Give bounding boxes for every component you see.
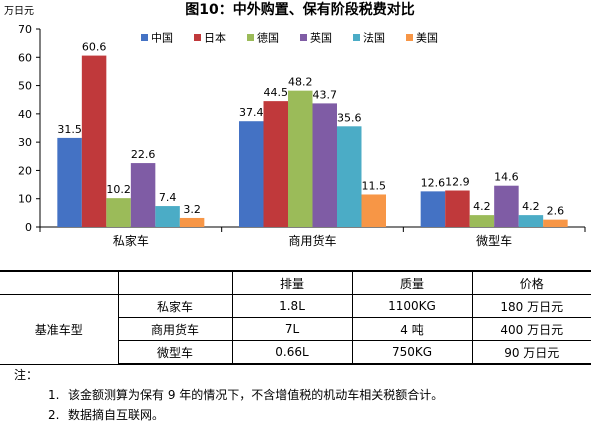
- y-tick-label: 50: [18, 80, 32, 93]
- legend-swatch: [194, 34, 201, 41]
- displacement-cell: 1.8L: [231, 294, 353, 318]
- data-label: 14.6: [494, 171, 519, 184]
- table-header-displacement: 排量: [231, 270, 353, 295]
- data-label: 37.4: [239, 106, 264, 119]
- data-label: 12.9: [445, 176, 470, 189]
- data-label: 3.2: [183, 203, 201, 216]
- data-label: 31.5: [57, 123, 82, 136]
- bar: [361, 194, 386, 227]
- y-tick-label: 30: [18, 136, 32, 149]
- y-tick-label: 0: [25, 221, 32, 234]
- y-axis: 0 10 20 30 40 50 60 70: [18, 23, 41, 234]
- data-label: 7.4: [159, 191, 177, 204]
- y-tick-label: 60: [18, 51, 32, 64]
- bar: [518, 215, 544, 227]
- bar: [57, 137, 82, 227]
- bar: [81, 55, 107, 228]
- y-tick-label: 10: [18, 193, 32, 206]
- bar: [420, 191, 446, 227]
- bar: [130, 163, 156, 227]
- y-tick-label: 40: [18, 108, 32, 121]
- data-label: 2.6: [547, 205, 565, 218]
- chart-title: 图10：中外购置、保有阶段税费对比: [185, 1, 414, 18]
- data-label: 35.6: [337, 111, 362, 124]
- mass-cell: 1100KG: [351, 294, 473, 318]
- table-header-price: 价格: [471, 270, 591, 295]
- bar: [445, 190, 470, 227]
- x-tick-label: 私家车: [113, 233, 149, 248]
- bar: [263, 101, 288, 227]
- price-cell: 400 万日元: [471, 317, 591, 341]
- data-label: 4.2: [522, 200, 540, 213]
- x-tick-label: 商用货车: [288, 233, 336, 248]
- bar: [106, 198, 131, 227]
- legend-label: 美国: [416, 32, 438, 45]
- note-number: 1.: [48, 388, 60, 402]
- bar: [155, 206, 180, 227]
- price-cell: 90 万日元: [471, 340, 591, 365]
- data-label-group: 31.5 60.6 10.2 22.6 7.4 3.2 37.444.548.243.7 35…: [57, 41, 564, 218]
- displacement-cell: 7L: [231, 317, 353, 341]
- legend-label: 英国: [310, 31, 332, 45]
- note-item: 2. 数据摘自互联网。: [48, 406, 164, 423]
- y-tick-label: 70: [18, 23, 32, 36]
- data-label: 11.5: [362, 179, 387, 192]
- table-header-cell: [117, 270, 233, 295]
- table-row: 商用货车 7L 4 吨 400 万日元: [0, 317, 591, 341]
- bar-series-group: [57, 55, 568, 228]
- chart-legend: 中国 日本 德国 英国 法国 美国: [141, 31, 438, 45]
- bar: [239, 121, 264, 227]
- bar-chart: 图10：中外购置、保有阶段税费对比 万日元 中国 日本 德国 英国 法国 美国 0 10 20…: [4, 1, 586, 248]
- data-label: 43.7: [313, 88, 338, 101]
- bar: [494, 185, 519, 227]
- bar: [469, 215, 495, 227]
- legend-swatch: [247, 34, 254, 41]
- bar: [288, 90, 313, 227]
- note-item: 1. 该金额测算为保有 9 年的情况下，不含增值税的机动车相关税额合计。: [48, 386, 443, 403]
- x-axis: 私家车 商用货车 微型车: [39, 226, 586, 248]
- vehicle-type-cell: 商用货车: [118, 317, 233, 341]
- mass-cell: 4 吨: [351, 317, 473, 341]
- bar: [312, 103, 337, 227]
- legend-swatch: [353, 34, 360, 41]
- note-number: 2.: [48, 408, 60, 422]
- data-label: 60.6: [82, 41, 107, 54]
- data-label: 48.2: [288, 76, 313, 89]
- legend-swatch: [406, 34, 413, 41]
- displacement-cell: 0.66L: [231, 340, 353, 365]
- spec-table: 排量 质量 价格 基准车型 私家车 1.8L 1100KG 180 万日元 商用…: [0, 270, 591, 365]
- legend-label: 日本: [204, 31, 226, 45]
- data-label: 4.2: [473, 200, 491, 213]
- legend-label: 德国: [257, 31, 279, 45]
- bar: [543, 219, 568, 227]
- data-label: 10.2: [106, 183, 131, 196]
- data-label: 44.5: [264, 86, 289, 99]
- group-label: 基准车型: [0, 294, 119, 365]
- data-label: 22.6: [131, 148, 156, 161]
- note-text: 数据摘自互联网。: [68, 408, 165, 422]
- y-axis-label: 万日元: [4, 6, 34, 17]
- x-tick-label: 微型车: [476, 233, 512, 248]
- legend-swatch: [141, 34, 148, 41]
- table-header-mass: 质量: [351, 270, 473, 295]
- mass-cell: 750KG: [351, 340, 473, 365]
- table-row: 微型车 0.66L 750KG 90 万日元: [0, 340, 591, 365]
- y-tick-label: 20: [18, 164, 32, 177]
- bar: [337, 126, 362, 227]
- notes-title: 注：: [14, 368, 39, 382]
- vehicle-type-cell: 微型车: [118, 340, 233, 365]
- price-cell: 180 万日元: [471, 294, 591, 318]
- note-text: 该金额测算为保有 9 年的情况下，不含增值税的机动车相关税额合计。: [68, 388, 444, 402]
- table-row: 基准车型 私家车 1.8L 1100KG 180 万日元: [0, 294, 591, 365]
- legend-swatch: [300, 34, 307, 41]
- table-header-row: 排量 质量 价格: [0, 270, 591, 295]
- legend-label: 中国: [151, 32, 173, 45]
- bar: [179, 217, 205, 227]
- data-label: 12.6: [421, 176, 446, 189]
- legend-label: 法国: [363, 31, 385, 45]
- vehicle-type-cell: 私家车: [117, 294, 233, 318]
- table-header-cell: [0, 270, 119, 295]
